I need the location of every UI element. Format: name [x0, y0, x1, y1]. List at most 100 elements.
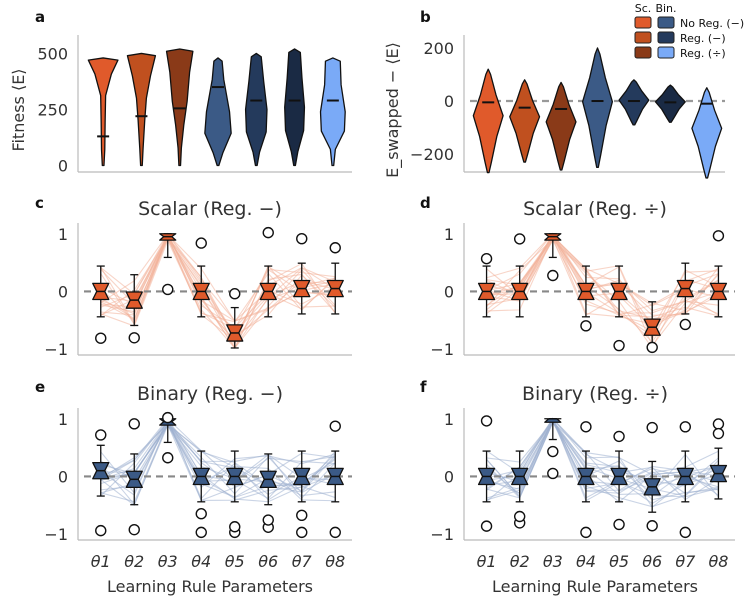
- run-line-d-13: [486, 236, 719, 343]
- violin-a-3: [204, 57, 232, 167]
- outlier-e-2-0: [162, 411, 174, 424]
- outlier-e-7-0: [329, 526, 341, 539]
- panel-label-d: d: [420, 194, 431, 212]
- outlier-e-1-1: [128, 523, 140, 536]
- individual-lines-layer: [100, 232, 719, 508]
- legend-label-1: Reg. (−): [680, 32, 726, 45]
- outlier-e-6-0: [296, 509, 308, 521]
- outlier-c-5-0: [262, 226, 274, 239]
- ytick-b-2: 200: [423, 39, 454, 58]
- run-line-d-14: [486, 232, 719, 316]
- xtick-f-4: θ5: [609, 552, 629, 571]
- panel-label-e: e: [35, 378, 45, 396]
- outlier-f-2-0: [547, 445, 559, 458]
- legend-swatch-scalar-0: [634, 16, 652, 29]
- ytick-a-0: 0: [58, 157, 68, 176]
- run-line-c-0: [100, 236, 336, 323]
- run-line-d-17: [486, 232, 719, 326]
- run-line-c-15: [100, 239, 336, 330]
- outlier-d-4-0: [613, 339, 625, 352]
- panel-label-b: b: [420, 8, 431, 26]
- legend: Sc. Bin. No Reg. (−) Reg. (−) Reg. (÷): [634, 2, 744, 60]
- violin-b-0: [472, 68, 504, 174]
- outlier-e-1-0: [128, 418, 140, 430]
- outlier-d-6-0: [679, 318, 692, 331]
- ytick-e-0: −1: [44, 525, 68, 544]
- xtick-e-4: θ5: [225, 552, 245, 571]
- ytick-f-0: −1: [430, 525, 454, 544]
- outlier-f-0-0: [480, 415, 493, 427]
- outlier-f-1-1: [513, 510, 526, 523]
- outlier-d-0-0: [480, 252, 493, 265]
- violin-a-5: [284, 48, 306, 167]
- xtick-e-6: θ7: [292, 552, 313, 571]
- outlier-e-0-0: [95, 429, 107, 441]
- xlabel-f: Learning Rule Parameters: [492, 577, 698, 596]
- ytick-c-0: −1: [44, 340, 68, 359]
- xtick-f-0: θ1: [477, 552, 497, 571]
- xtick-f-3: θ4: [576, 552, 596, 571]
- xtick-e-2: θ3: [158, 552, 178, 571]
- ytick-e-2: 1: [58, 410, 68, 429]
- panel-label-c: c: [35, 194, 44, 212]
- violin-b-4: [618, 79, 650, 126]
- outlier-d-7-0: [712, 230, 725, 242]
- run-line-e-11: [100, 420, 336, 503]
- violin-a-1: [126, 52, 157, 167]
- outlier-f-5-1: [646, 421, 658, 434]
- ytick-c-2: 1: [58, 225, 68, 244]
- outlier-c-7-0: [329, 242, 341, 254]
- violin-b-1: [509, 79, 541, 163]
- outlier-f-0-1: [480, 520, 493, 532]
- ytick-a-2: 500: [37, 44, 68, 63]
- legend-header-scalar: Sc.: [635, 2, 652, 15]
- outlier-f-3-1: [580, 421, 592, 433]
- violin-b-5: [654, 84, 686, 123]
- run-line-e-12: [100, 417, 336, 483]
- title-f: Binary (Reg. ÷): [522, 383, 668, 405]
- legend-swatch-scalar-2: [634, 46, 652, 59]
- legend-swatch-binary-1: [657, 31, 675, 44]
- ylabel-b: E_swapped − ⟨E⟩: [383, 42, 403, 178]
- outlier-f-5-0: [646, 520, 658, 532]
- xtick-e-7: θ8: [325, 552, 345, 571]
- outlier-c-4-0: [229, 288, 241, 300]
- violin-a-6: [319, 57, 346, 167]
- xtick-e-5: θ6: [258, 552, 278, 571]
- outlier-f-3-0: [580, 526, 592, 539]
- ytick-f-2: 1: [444, 410, 454, 429]
- xtick-f-2: θ3: [543, 552, 563, 571]
- outlier-e-7-1: [329, 420, 341, 432]
- chart-marks-layer: 0 250 500 −200 0 200 −1 0 1 −1 0 1 −1 0 1 θ1 θ2 θ3 θ4 θ5 θ6 θ…: [37, 35, 735, 571]
- panel-label-f: f: [420, 378, 427, 396]
- xtick-e-1: θ2: [124, 552, 144, 571]
- title-c: Scalar (Reg. −): [138, 198, 282, 220]
- xtick-f-7: θ8: [708, 552, 728, 571]
- panel-label-a: a: [35, 8, 45, 26]
- legend-header-binary: Bin.: [655, 2, 676, 15]
- xtick-e-3: θ4: [191, 552, 211, 571]
- outlier-e-3-0: [195, 508, 207, 520]
- ytick-d-1: 0: [444, 282, 454, 301]
- outlier-f-4-1: [613, 430, 625, 443]
- violin-b-2: [545, 81, 577, 171]
- run-line-c-12: [100, 232, 336, 329]
- ytick-e-1: 0: [58, 467, 68, 486]
- ytick-a-1: 250: [37, 100, 68, 119]
- outlier-c-1-0: [128, 332, 140, 344]
- xtick-f-5: θ6: [642, 552, 662, 571]
- xtick-f-6: θ7: [675, 552, 696, 571]
- outlier-c-3-0: [195, 237, 207, 249]
- ytick-d-2: 1: [444, 225, 454, 244]
- title-d: Scalar (Reg. ÷): [523, 198, 667, 220]
- outlier-d-2-0: [547, 269, 559, 282]
- run-line-e-13: [100, 417, 336, 502]
- legend-swatch-scalar-1: [634, 31, 652, 44]
- ytick-c-1: 0: [58, 282, 68, 301]
- outlier-c-6-0: [296, 232, 308, 245]
- outlier-e-4-1: [229, 521, 241, 533]
- outlier-f-4-0: [613, 518, 625, 531]
- outlier-e-2-1: [162, 452, 174, 464]
- run-line-c-11: [100, 234, 336, 349]
